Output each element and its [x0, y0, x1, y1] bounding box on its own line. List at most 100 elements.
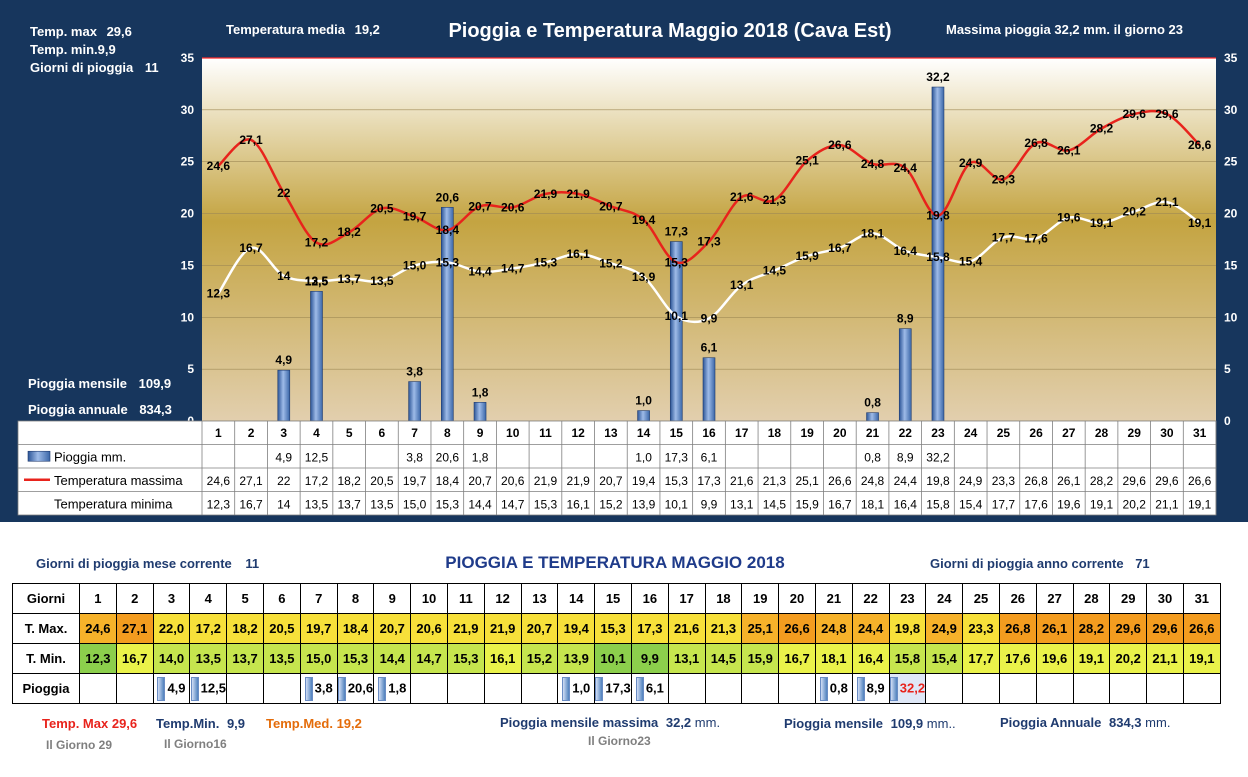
rain-cell: 0,8: [814, 673, 853, 704]
footer-pioggia-max-day: Il Giorno23: [588, 734, 651, 748]
tmin-point-label: 13,7: [338, 272, 362, 286]
rain-cell: [115, 673, 154, 704]
tmin-point-label: 16,7: [239, 241, 263, 255]
tmin-point-label: 14,7: [501, 262, 525, 276]
tmin-point-label: 19,6: [1057, 211, 1081, 225]
rain-cell: 6,1: [630, 673, 669, 704]
footer-pioggia-mensile: Pioggia mensile 109,9 mm..: [784, 716, 956, 731]
table-tmax-value: 28,2: [1090, 474, 1114, 488]
table-tmax-value: 26,6: [828, 474, 852, 488]
x-tick-label: 6: [379, 426, 386, 440]
legend-tmin-label: Temperatura minima: [54, 496, 173, 511]
x-tick-label: 28: [1095, 426, 1109, 440]
tmax-point-label: 23,3: [992, 172, 1016, 186]
legend-tmax-label: Temperatura massima: [54, 473, 183, 488]
rain-cell: [925, 673, 964, 704]
rain-cell: 20,6: [336, 673, 375, 704]
tmin-cell: 15,4: [925, 643, 964, 674]
day-header-cell: 29: [1109, 583, 1148, 614]
tmax-cell: 21,6: [667, 613, 706, 644]
x-tick-label: 16: [702, 426, 716, 440]
day-header-cell: 22: [851, 583, 890, 614]
rain-cell-value: 3,8: [314, 679, 333, 695]
table-tmax-value: 17,2: [305, 474, 329, 488]
x-tick-label: 24: [964, 426, 978, 440]
day-header-cell: 4: [189, 583, 228, 614]
tmax-cell: 22,0: [152, 613, 191, 644]
rain-bar: [408, 381, 421, 422]
rain-cell-value: 17,3: [605, 679, 631, 695]
rain-cell: [446, 673, 485, 704]
tmin-point-label: 13,1: [730, 278, 754, 292]
day-header-cell: 24: [925, 583, 964, 614]
pioggia-mensile-summary: Pioggia mensile 109,9: [28, 376, 171, 391]
rain-value-label: 4,9: [275, 353, 292, 367]
day-header-cell: 20: [778, 583, 816, 614]
y-tick-left: 5: [187, 362, 194, 376]
tmax-cell: 19,7: [299, 613, 338, 644]
tmin-cell: 12,3: [79, 643, 117, 674]
footer-temp-min-label: Temp.Min.: [156, 716, 220, 731]
rain-bar: [310, 291, 323, 422]
rain-cell: [1146, 673, 1184, 704]
rain-value-label: 32,2: [926, 70, 950, 84]
table-tmin-value: 16,4: [894, 497, 918, 511]
table-rain-value: 8,9: [897, 450, 914, 464]
y-tick-left: 25: [181, 155, 195, 169]
table-tmin-value: 14,5: [763, 497, 787, 511]
day-header-cell: 18: [704, 583, 743, 614]
tmin-point-label: 15,8: [926, 250, 950, 264]
temp-min-value: 9,9: [97, 42, 116, 57]
table-tmin-value: 19,1: [1188, 497, 1212, 511]
tmin-cell: 13,5: [189, 643, 228, 674]
tmin-point-label: 16,1: [566, 247, 590, 261]
table-tmax-value: 15,3: [665, 474, 689, 488]
y-axis-ticks: 0055101015152020252530303535: [181, 51, 1238, 428]
table-tmin-value: 10,1: [665, 497, 689, 511]
temp-max-label: Temp. max: [30, 24, 97, 39]
tmin-point-label: 14: [277, 269, 291, 283]
rain-cell: 32,2: [888, 673, 927, 704]
table-tmax-value: 24,4: [894, 474, 918, 488]
day-header-cell: 19: [741, 583, 780, 614]
table-tmin-value: 15,4: [959, 497, 983, 511]
tmax-cell: 23,3: [962, 613, 1000, 644]
tmax-cell: 21,9: [483, 613, 522, 644]
tmax-cell: 19,4: [557, 613, 596, 644]
x-tick-label: 17: [735, 426, 749, 440]
rain-value-label: 17,3: [665, 225, 689, 239]
tmax-point-label: 18,4: [436, 223, 460, 237]
rain-cell: 3,8: [299, 673, 338, 704]
day-header-cell: 26: [998, 583, 1037, 614]
x-tick-label: 5: [346, 426, 353, 440]
table-row-tmin: T. Min. 12,3 16,7 14,0 13,5 13,7 13,5 15,0 15,3 1…: [12, 643, 1221, 674]
rain-cell: [262, 673, 301, 704]
table-tmin-value: 15,9: [795, 497, 819, 511]
tmax-cell: 25,1: [741, 613, 780, 644]
table-title: PIOGGIA E TEMPERATURA MAGGIO 2018: [445, 553, 785, 572]
tmin-point-label: 14,4: [468, 265, 492, 279]
rain-cell-value: 32,2: [899, 679, 926, 695]
table-tmin-value: 14,7: [501, 497, 525, 511]
row-label-tmax: T. Max.: [12, 613, 80, 644]
table-rain-value: 20,6: [436, 450, 460, 464]
day-header-cell: 31: [1182, 583, 1221, 614]
giorni-pioggia-value: 11: [144, 60, 159, 75]
footer-temp-med: Temp.Med. 19,2: [266, 716, 362, 731]
table-rain-value: 32,2: [926, 450, 950, 464]
day-header-cell: 13: [520, 583, 559, 614]
rain-value-label: 1,8: [472, 385, 489, 399]
x-tick-label: 22: [899, 426, 913, 440]
tmin-point-label: 16,4: [894, 244, 918, 258]
table-tmin-value: 16,7: [239, 497, 263, 511]
rain-cell: [667, 673, 706, 704]
rain-bar: [898, 328, 912, 422]
x-tick-label: 11: [539, 426, 552, 440]
table-tmin-value: 14: [277, 497, 291, 511]
table-tmin-value: 17,6: [1024, 497, 1048, 511]
table-tmin-value: 13,7: [338, 497, 362, 511]
x-tick-label: 13: [604, 426, 618, 440]
rain-cell-bar: [190, 676, 199, 701]
rain-cell: [998, 673, 1037, 704]
table-row-giorni: Giorni 1 2 3 4 5 6 7 8 9 10 11 12 13 14 15 16 17 18 19 20 21 2…: [12, 583, 1221, 614]
